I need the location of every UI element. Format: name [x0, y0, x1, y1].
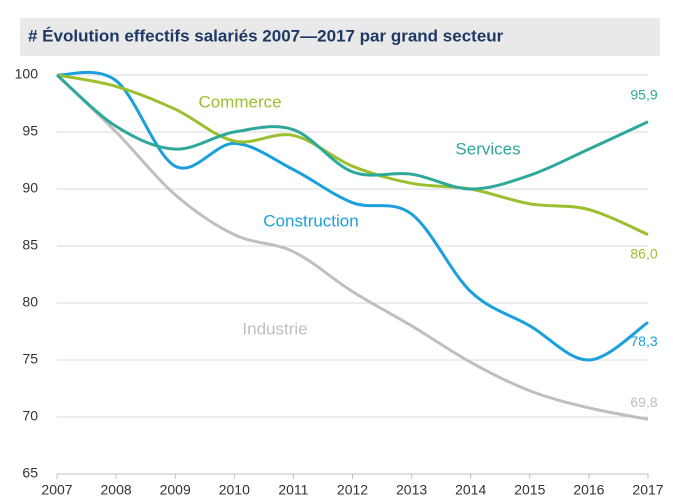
value-label: 69,8	[630, 394, 657, 410]
x-tick-label: 2008	[101, 482, 132, 498]
y-tick-label: 85	[22, 237, 38, 253]
y-tick-label: 70	[22, 408, 38, 424]
x-tick-label: 2013	[396, 482, 427, 498]
value-label: 78,3	[630, 333, 657, 349]
x-tick-label: 2012	[337, 482, 368, 498]
chart-title: # Évolution effectifs salariés 2007—2017…	[28, 26, 504, 45]
x-tick-label: 2007	[41, 482, 72, 498]
x-tick-label: 2010	[219, 482, 250, 498]
y-tick-label: 75	[22, 351, 38, 367]
x-tick-label: 2016	[573, 482, 604, 498]
series-line	[56, 73, 649, 236]
y-tick-label: 80	[22, 294, 38, 310]
x-tick-label: 2011	[278, 482, 308, 498]
x-tick-label: 2009	[160, 482, 191, 498]
value-label: 95,9	[630, 86, 657, 102]
y-tick-label: 95	[22, 123, 38, 139]
y-tick-label: 65	[22, 465, 38, 481]
x-tick-label: 2014	[455, 482, 486, 498]
y-tick-label: 100	[15, 66, 39, 82]
x-tick-label: 2015	[514, 482, 545, 498]
series-line	[56, 73, 649, 191]
series-name: Services	[455, 139, 520, 158]
x-tick-label: 2017	[632, 482, 663, 498]
series-name: Construction	[263, 211, 358, 230]
value-label: 86,0	[630, 245, 657, 261]
series-line	[56, 70, 649, 362]
series-name: Commerce	[198, 92, 281, 111]
title-band	[20, 18, 660, 56]
y-tick-label: 90	[22, 180, 38, 196]
series-name: Industrie	[242, 319, 307, 338]
series-line	[55, 73, 649, 421]
